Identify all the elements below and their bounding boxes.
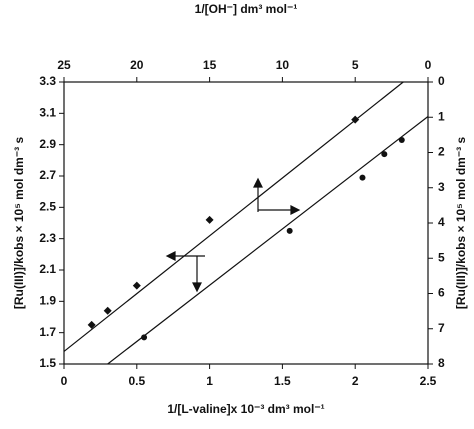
y-tick-label: 2.5: [39, 200, 56, 214]
x-tick-label: 2: [352, 374, 359, 388]
y-tick-label: 1.7: [39, 325, 56, 339]
y-tick-label: 2.3: [39, 231, 56, 245]
arrowhead: [290, 205, 301, 215]
x-tick-label: 1.5: [274, 374, 291, 388]
annotation-arrows: [165, 177, 301, 293]
diamond-point: [87, 320, 96, 329]
x2-tick-label: 25: [57, 58, 71, 72]
arrowhead: [165, 251, 176, 261]
x-tick-label: 2.5: [420, 374, 437, 388]
fit-line: [63, 81, 404, 352]
x-tick-label: 1: [206, 374, 213, 388]
x2-tick-label: 10: [276, 58, 290, 72]
y2-tick-label: 8: [438, 356, 445, 370]
diamond-point: [132, 281, 141, 290]
circle-point: [398, 136, 405, 143]
y2-tick-label: 3: [438, 180, 445, 194]
circle-point: [381, 151, 388, 158]
y-tick-label: 3.3: [39, 74, 56, 88]
x-tick-label: 0.5: [128, 374, 145, 388]
top-axis-title: 1/[OH⁻] dm³ mol⁻¹: [195, 2, 298, 16]
diamond-point: [205, 215, 214, 224]
x2-tick-label: 0: [425, 58, 432, 72]
diamond-point: [103, 306, 112, 315]
left-axis-title: [Ru(III)]/kobs × 10⁵ mol dm⁻³ s: [12, 137, 26, 310]
right-axis-title: [Ru(III)]/kobs × 10⁵ mol dm⁻³ s: [454, 137, 468, 310]
arrowhead: [192, 282, 202, 293]
y-tick-label: 1.9: [39, 294, 56, 308]
y2-tick-label: 5: [438, 250, 445, 264]
diamond-point: [351, 115, 360, 124]
arrowhead: [253, 177, 263, 188]
y2-tick-label: 1: [438, 109, 445, 123]
fit-line: [107, 115, 429, 365]
x-tick-label: 0: [61, 374, 68, 388]
plot-frame: [63, 81, 429, 365]
y-tick-label: 1.5: [39, 356, 56, 370]
x2-tick-label: 5: [352, 58, 359, 72]
y2-tick-label: 0: [438, 74, 445, 88]
bottom-axis-title: 1/[L-valine]x 10⁻³ dm³ mol⁻¹: [167, 402, 324, 416]
circle-point: [359, 174, 366, 181]
x2-tick-label: 15: [203, 58, 217, 72]
circle-point: [141, 334, 148, 341]
y-tick-label: 2.7: [39, 168, 56, 182]
y2-tick-label: 4: [438, 215, 445, 229]
circle-point: [286, 227, 293, 234]
y-tick-label: 3.1: [39, 106, 56, 120]
y-tick-label: 2.9: [39, 137, 56, 151]
y2-tick-label: 2: [438, 145, 445, 159]
y-tick-label: 2.1: [39, 262, 56, 276]
y2-tick-label: 6: [438, 286, 445, 300]
x2-tick-label: 20: [130, 58, 144, 72]
y2-tick-label: 7: [438, 321, 445, 335]
